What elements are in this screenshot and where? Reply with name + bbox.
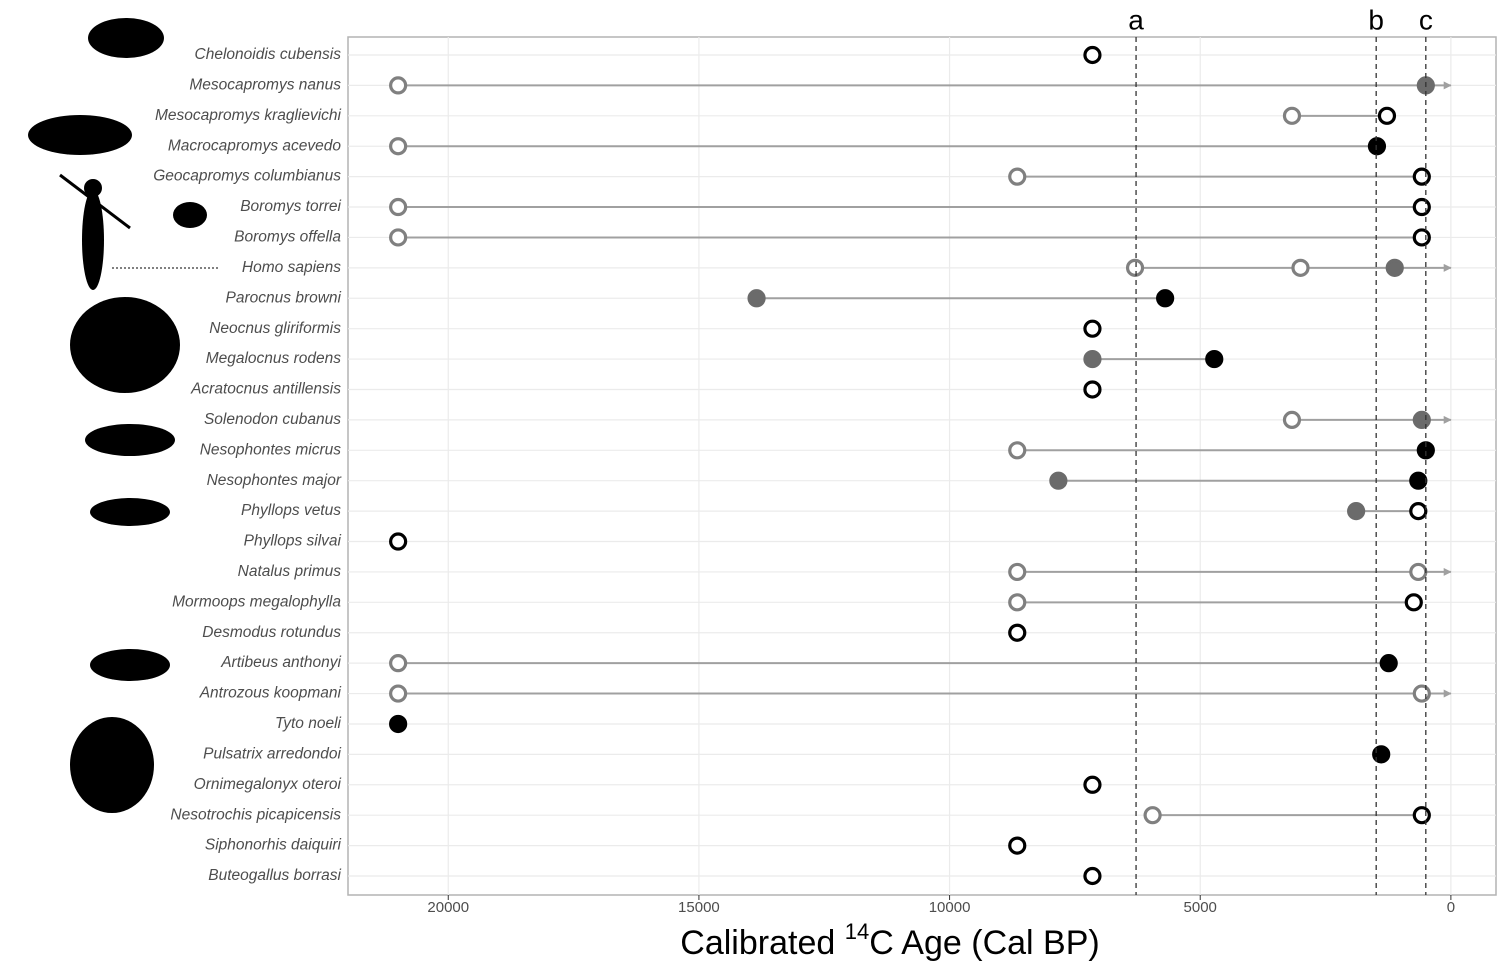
- reference-label: c: [1419, 4, 1433, 35]
- y-tick-label: Solenodon cubanus: [204, 411, 341, 428]
- x-axis-title-sup: 14: [845, 919, 869, 944]
- y-tick-label: Mesocapromys nanus: [189, 77, 341, 94]
- y-tick-label: Megalocnus rodens: [206, 350, 342, 367]
- point: [1008, 623, 1027, 642]
- x-axis-title-part: Calibrated: [680, 924, 844, 962]
- y-tick-label: Natalus primus: [238, 563, 342, 580]
- y-tick-label: Antrozous koopmani: [199, 685, 342, 702]
- point: [1412, 197, 1431, 217]
- point: [1083, 775, 1102, 794]
- y-tick-label: Boromys torrei: [240, 198, 341, 215]
- reference-label: a: [1128, 4, 1144, 35]
- y-tick-label: Tyto noeli: [275, 715, 342, 732]
- point: [389, 137, 408, 156]
- point: [389, 197, 408, 217]
- point: [1412, 228, 1431, 247]
- point: [1008, 836, 1027, 855]
- plot-panel: [347, 36, 1497, 896]
- y-tick-label: Nesotrochis picapicensis: [170, 806, 341, 823]
- point: [1412, 410, 1431, 429]
- x-axis-title: Calibrated 14C Age (Cal BP): [680, 919, 1099, 962]
- point: [1347, 502, 1366, 521]
- reference-label: b: [1368, 4, 1384, 35]
- point: [389, 532, 408, 551]
- point: [1205, 349, 1224, 369]
- x-tick-label: 0: [1447, 899, 1455, 916]
- point: [1385, 258, 1404, 277]
- y-tick-label: Artibeus anthonyi: [220, 654, 341, 671]
- y-tick-label: Siphonorhis daiquiri: [205, 837, 342, 854]
- point: [1008, 441, 1027, 460]
- point: [1143, 806, 1162, 825]
- point: [389, 228, 408, 247]
- y-tick-label: Neocnus gliriformis: [209, 320, 341, 337]
- point: [1008, 593, 1027, 612]
- point: [1404, 593, 1423, 612]
- y-tick-label: Ornimegalonyx oteroi: [194, 776, 342, 793]
- y-tick-label: Nesophontes micrus: [200, 441, 342, 458]
- y-tick-label: Macrocapromys acevedo: [168, 137, 342, 154]
- y-tick-label: Desmodus rotundus: [202, 624, 341, 641]
- point: [1282, 106, 1302, 125]
- point: [1083, 319, 1102, 338]
- point: [1412, 684, 1431, 703]
- y-tick-label: Mesocapromys kraglievichi: [155, 107, 342, 124]
- y-tick-label: Homo sapiens: [242, 259, 341, 276]
- point: [1291, 258, 1310, 277]
- y-tick-label: Boromys offella: [234, 229, 341, 246]
- y-tick-label: Phyllops silvai: [244, 533, 342, 550]
- y-tick-label: Buteogallus borrasi: [208, 867, 341, 884]
- point: [389, 76, 408, 95]
- y-tick-label: Chelonoidis cubensis: [195, 46, 342, 63]
- y-tick-label: Geocapromys columbianus: [153, 168, 341, 185]
- point: [1372, 745, 1391, 764]
- x-tick-label: 10000: [929, 899, 971, 916]
- point: [1083, 866, 1102, 886]
- point: [1409, 471, 1428, 490]
- point: [1412, 806, 1431, 825]
- point: [1049, 471, 1068, 490]
- point: [1083, 380, 1102, 399]
- point: [1008, 167, 1027, 186]
- point: [1379, 654, 1398, 673]
- point: [1377, 106, 1397, 125]
- y-tick-label: Parocnus browni: [226, 289, 342, 306]
- point: [1367, 137, 1387, 156]
- x-axis-title-part: C Age (Cal BP): [869, 924, 1100, 962]
- point: [1409, 502, 1428, 521]
- point: [1083, 349, 1102, 369]
- y-tick-label: Nesophontes major: [207, 472, 342, 489]
- point: [1125, 258, 1145, 277]
- point: [747, 289, 766, 308]
- x-tick-label: 20000: [427, 899, 469, 916]
- point: [389, 684, 408, 703]
- point: [1083, 45, 1102, 65]
- point: [389, 714, 408, 734]
- point: [1156, 289, 1175, 308]
- x-tick-label: 5000: [1184, 899, 1217, 916]
- y-tick-label: Acratocnus antillensis: [190, 381, 341, 398]
- point: [389, 654, 408, 673]
- y-tick-label: Pulsatrix arredondoi: [203, 745, 341, 762]
- point: [1409, 562, 1428, 582]
- y-tick-label: Phyllops vetus: [241, 502, 341, 519]
- point: [1008, 562, 1027, 582]
- point: [1282, 410, 1302, 429]
- y-tick-label: Mormoops megalophylla: [172, 593, 341, 610]
- point: [1412, 167, 1431, 186]
- x-tick-label: 15000: [678, 899, 720, 916]
- silhouettes: [28, 18, 220, 813]
